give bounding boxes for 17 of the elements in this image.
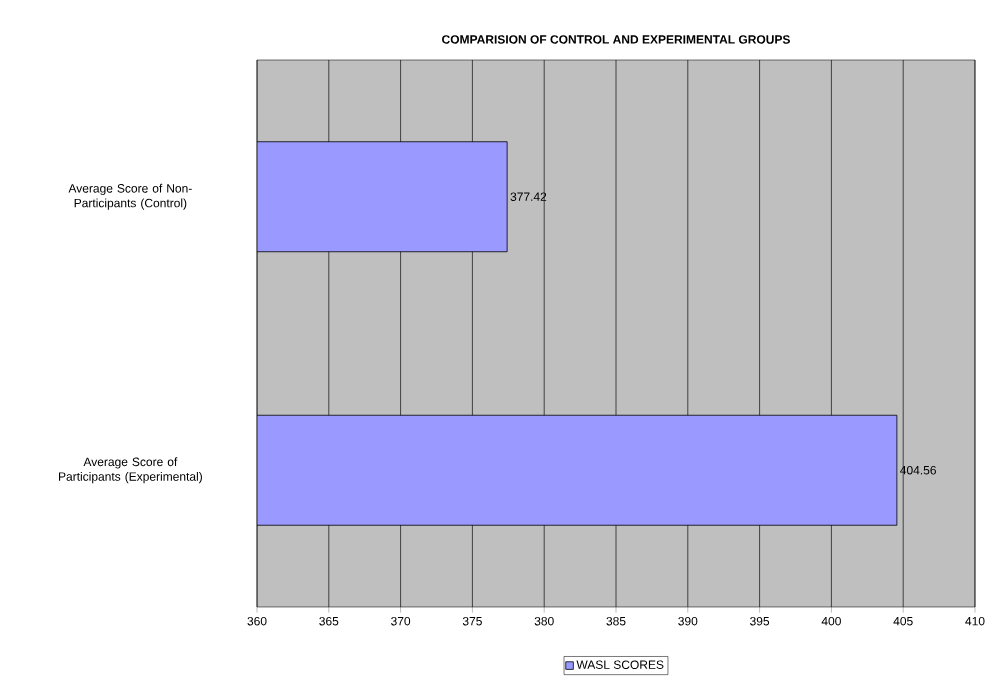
x-tick-label: 365 (319, 616, 339, 626)
x-tick-label: 385 (606, 616, 626, 626)
legend-label: WASL SCORES (576, 660, 664, 669)
x-tick-label: 360 (247, 616, 267, 626)
x-tick-label: 370 (391, 616, 411, 626)
x-tick-label: 380 (534, 616, 554, 626)
y-tick-label: Average Score of Non-Participants (Control) (68, 183, 192, 210)
x-tick-label: 405 (893, 616, 913, 626)
x-tick-label: 390 (678, 616, 698, 626)
data-label: 377.42 (510, 192, 547, 201)
data-label: 404.56 (900, 465, 936, 475)
chart-title: COMPARISION OF CONTROL AND EXPERIMENTAL GROUPS (442, 35, 790, 44)
y-tick-label: Average Score of Participants (Experimental) (59, 457, 202, 484)
x-tick-label: 375 (462, 616, 482, 626)
x-tick-label: 410 (965, 616, 985, 626)
x-tick-label: 400 (821, 616, 841, 626)
x-tick-label: 395 (750, 616, 770, 626)
